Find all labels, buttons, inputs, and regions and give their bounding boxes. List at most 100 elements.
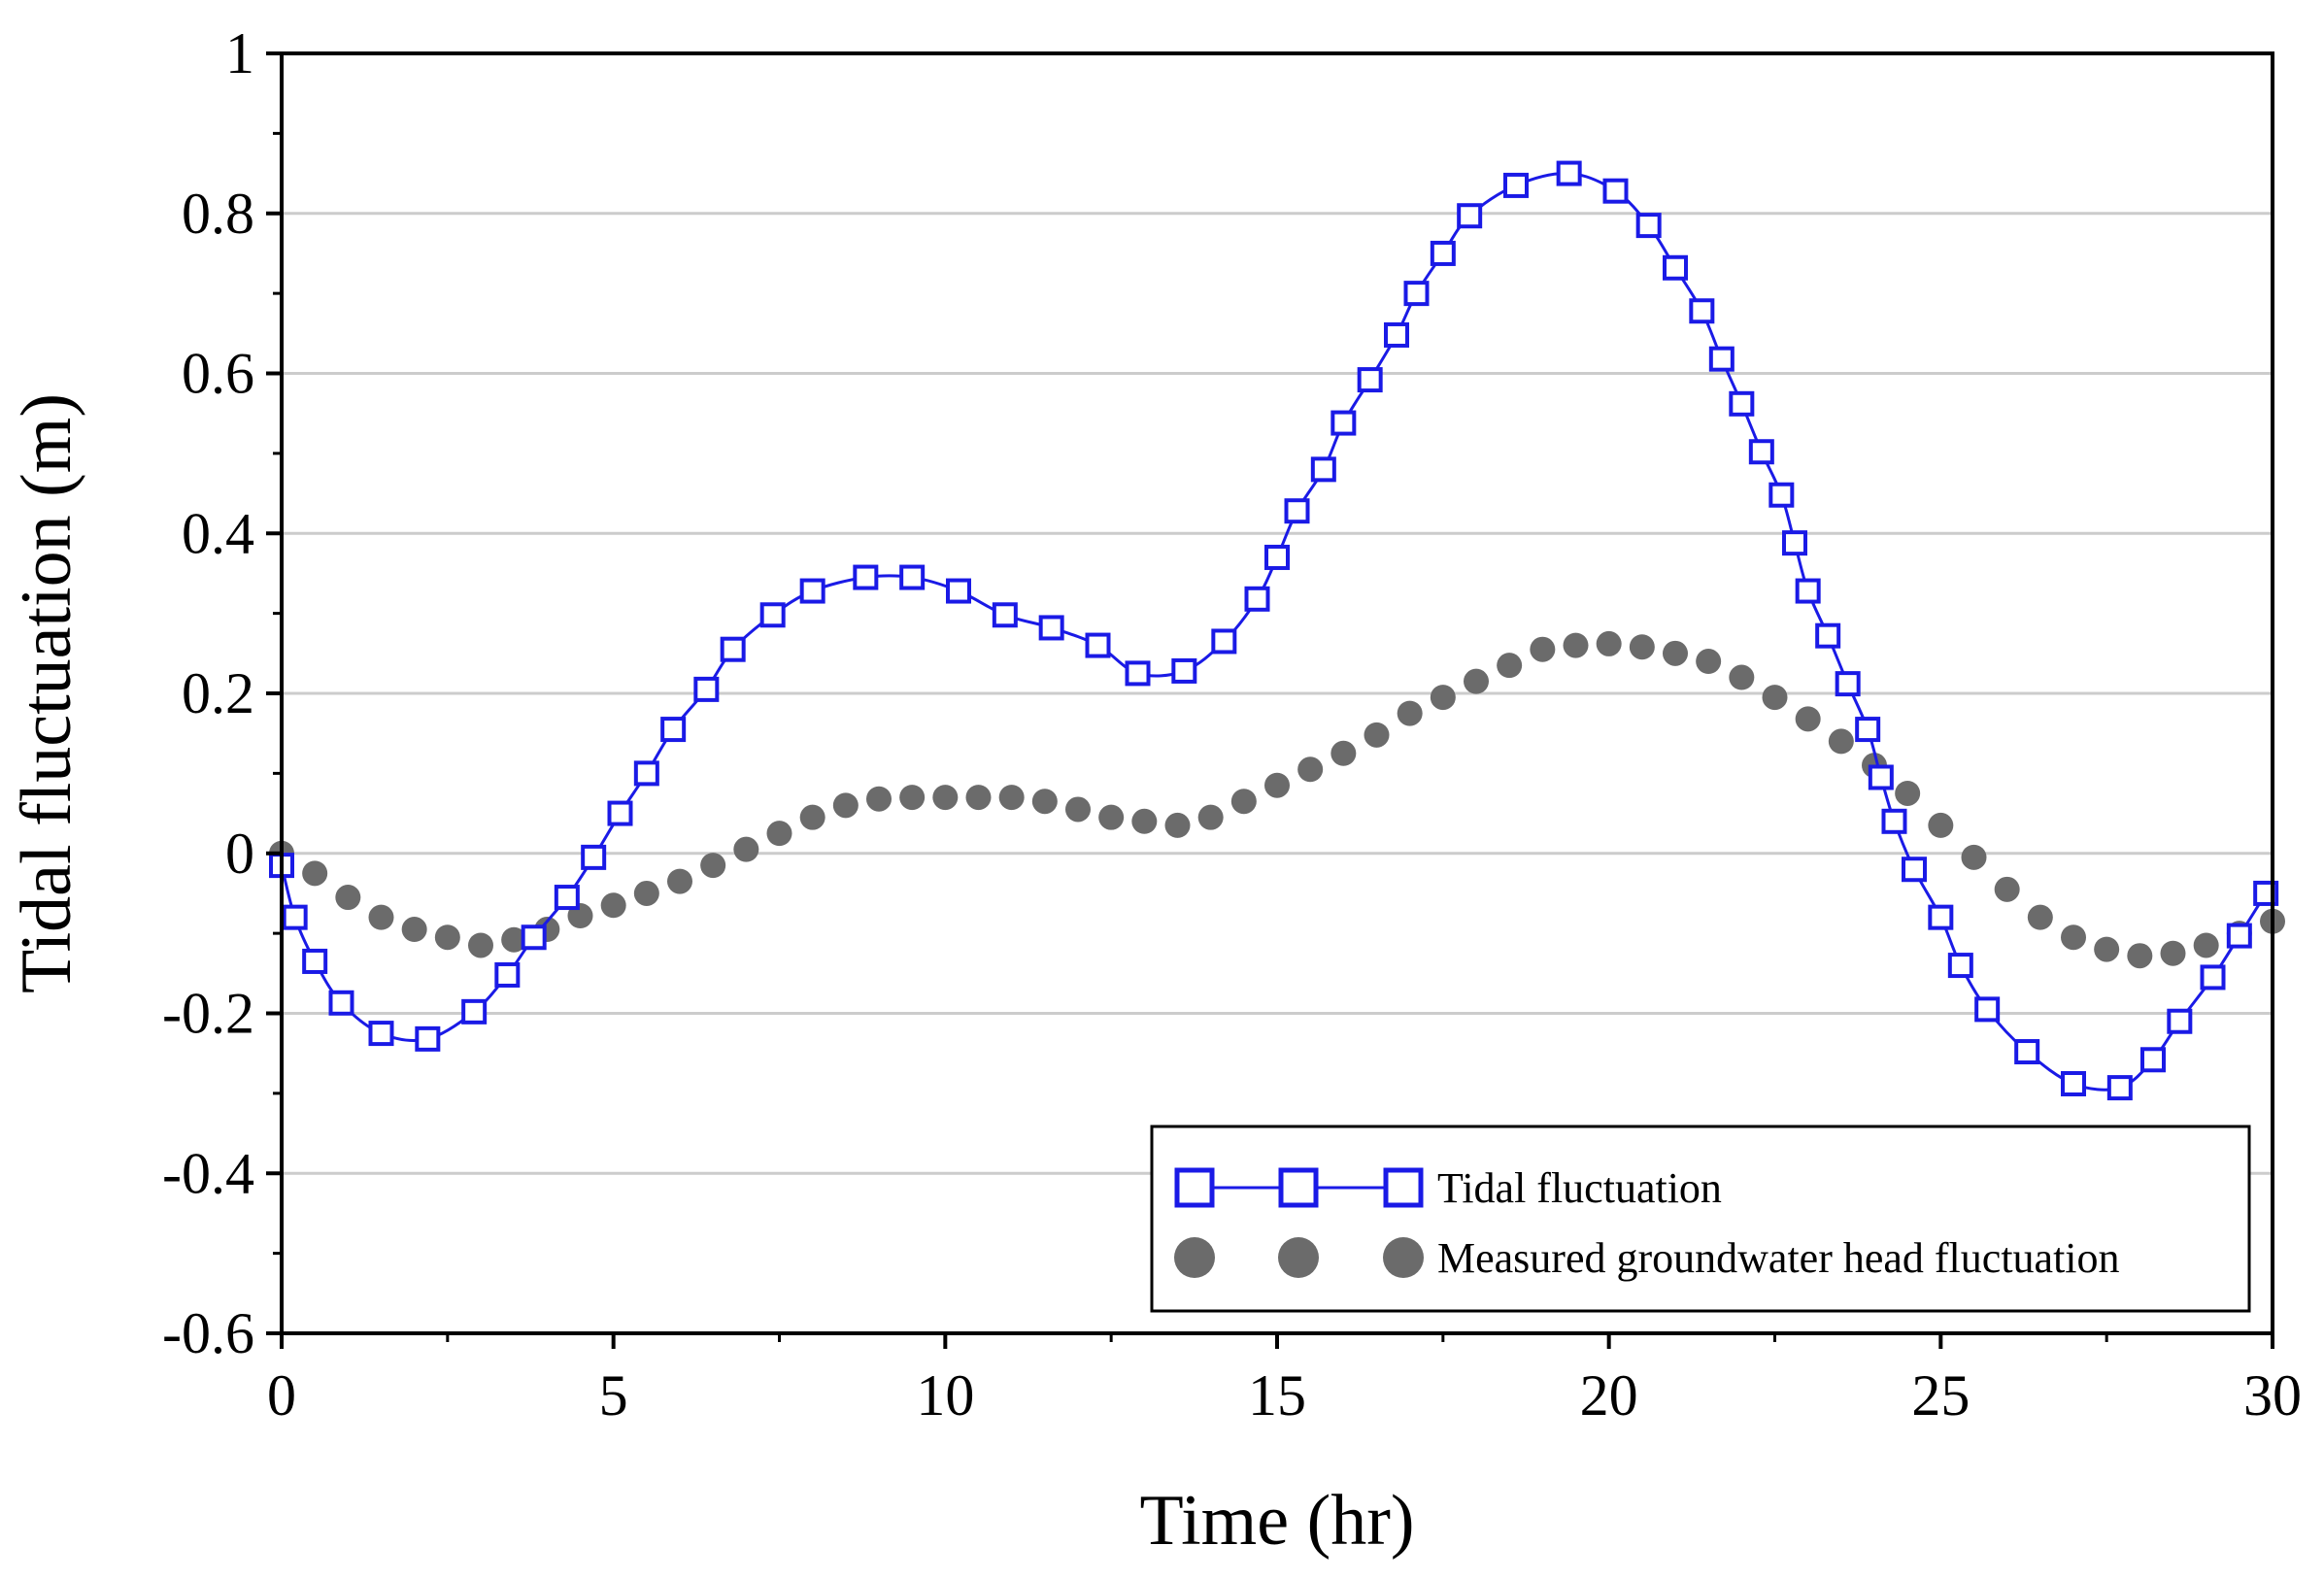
tidal-point [1835,671,1861,697]
tidal-point [1689,298,1715,324]
groundwater-point [1530,636,1556,662]
tidal-point [368,1021,394,1047]
tidal-point [282,904,308,930]
series-groundwater [269,630,2285,969]
groundwater-point [1795,706,1821,732]
tidal-point [521,924,547,951]
groundwater-point [1397,700,1423,726]
tidal-point [1556,160,1582,186]
groundwater-point [1762,685,1788,711]
tidal-point [2106,1075,2133,1101]
x-tick-label: 0 [267,1363,296,1428]
tidal-point [1928,904,1954,930]
tidal-point [2200,964,2226,991]
groundwater-point [1230,789,1257,815]
tidal-point [1384,321,1409,348]
tidal-point [1403,281,1430,307]
y-tick-label: -0.4 [162,1141,254,1205]
tidal-point [1503,172,1529,198]
groundwater-point [1663,640,1688,666]
tidal-point [1974,996,2001,1023]
legend-symbol-tidal [1174,1167,1424,1208]
groundwater-point [335,885,361,911]
groundwater-point [1828,728,1854,755]
groundwater-point [1330,740,1357,766]
groundwater-point [302,860,328,887]
tidal-point [607,800,633,826]
tidal-point [1748,439,1774,465]
legend-label-tidal: Tidal fluctuation [1437,1164,1722,1212]
groundwater-point [965,785,992,811]
legend-label-groundwater: Measured groundwater head fluctuation [1437,1234,2120,1282]
groundwater-point [600,892,626,919]
y-axis-title: Tidal fluctuation (m) [7,393,86,993]
groundwater-point [1596,630,1622,656]
y-tick-label: 1 [225,21,254,85]
tidal-point [899,564,926,590]
groundwater-point [932,785,959,811]
y-tick-label: 0.2 [182,661,254,725]
tidal-point [1085,632,1111,658]
tidal-point [302,948,328,974]
tidal-point [1902,857,1927,883]
groundwater-point [733,836,759,862]
tidal-point [554,885,580,911]
groundwater-point [1729,664,1755,690]
y-tick-label: 0.8 [182,182,254,246]
tidal-point [1708,346,1735,372]
groundwater-point [799,804,825,830]
tidal-point [633,760,659,787]
groundwater-point [2094,936,2120,962]
tidal-point [720,636,746,662]
groundwater-point [633,880,659,906]
x-tick-label: 25 [1911,1363,1970,1428]
tidal-point [1729,390,1755,417]
legend-square-marker [1383,1167,1424,1208]
groundwater-point [1994,876,2020,902]
groundwater-point [434,924,460,951]
groundwater-point [667,868,692,894]
tidal-point [581,844,607,870]
groundwater-point [2027,904,2053,930]
tidal-point [1881,808,1907,834]
groundwater-point [866,786,892,812]
tidal-point [1264,544,1290,570]
axes: -0.6-0.4-0.200.20.40.60.810 5 10 15 20 25 30 [162,21,2302,1428]
x-tick-label: 5 [599,1363,628,1428]
groundwater-point [1297,756,1324,783]
groundwater-point [2061,924,2086,951]
tidal-point [1244,586,1270,612]
tidal-point [2014,1039,2040,1065]
groundwater-point [501,926,527,953]
gridlines [282,212,2273,1175]
groundwater-point [1197,804,1224,830]
groundwater-point [1031,789,1058,815]
groundwater-point [468,932,493,958]
groundwater-point [1464,668,1489,694]
y-tick-label: -0.2 [162,982,254,1046]
tidal-point [1635,213,1662,239]
series-layer [269,160,2285,1101]
y-tick-label: 0.6 [182,342,254,406]
groundwater-point [1895,780,1921,806]
tidal-point [415,1025,441,1052]
groundwater-point [766,821,792,847]
tidal-point [328,990,354,1016]
groundwater-point [832,792,859,819]
groundwater-point [1497,653,1523,679]
tidal-point [1795,578,1821,604]
legend-circle-marker [1174,1237,1215,1278]
groundwater-point [899,785,926,811]
tidal-point [2061,1070,2086,1096]
tidal-point [1125,660,1151,687]
tidal-point [1782,530,1807,556]
groundwater-point [1928,812,1954,838]
tidal-point [1038,615,1064,641]
x-tick-label: 15 [1248,1363,1306,1428]
tidal-point [2167,1008,2193,1034]
groundwater-point [368,904,394,930]
tidal-point [1768,482,1795,508]
groundwater-point [1098,804,1125,830]
tidal-point [1357,367,1383,393]
